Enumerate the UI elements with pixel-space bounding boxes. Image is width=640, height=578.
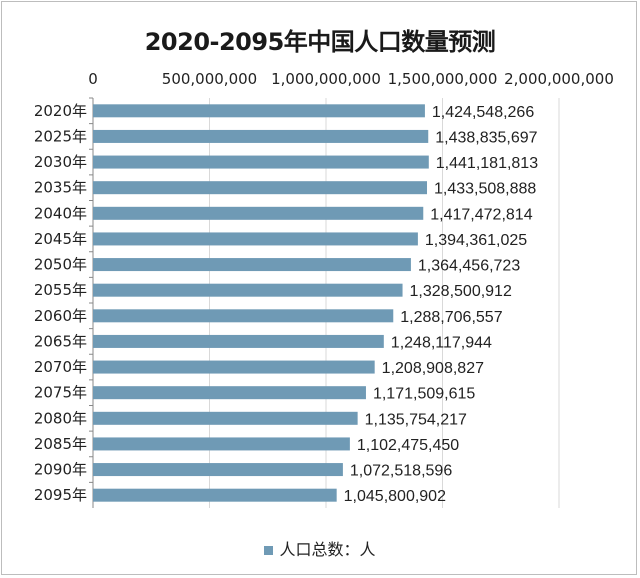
y-tick-label: 2035年 [34,179,87,197]
y-tick-label: 2040年 [34,204,87,222]
x-tick-label: 2,000,000,000 [504,70,614,88]
bar [93,129,429,143]
bar [93,463,343,477]
legend-swatch [264,546,274,555]
legend-label: 人口总数：人 [279,540,376,559]
x-tick-label: 1,500,000,000 [388,70,498,88]
data-label: 1,433,508,888 [434,181,536,198]
y-tick-label: 2025年 [34,127,87,145]
y-tick-label: 2080年 [34,409,87,427]
y-tick-label: 2070年 [34,358,87,376]
x-tick-label: 0 [88,70,98,88]
bar [93,283,403,297]
data-label: 1,328,500,912 [410,283,512,300]
bar [93,155,429,169]
y-tick-label: 2020年 [34,102,87,120]
data-label: 1,288,706,557 [400,309,502,326]
y-tick-label: 2095年 [34,486,87,504]
chart-title: 2020-2095年中国人口数量预测 [144,28,496,56]
y-tick-label: 2055年 [34,281,87,299]
bar [93,386,366,400]
bar [93,488,337,502]
data-label: 1,171,509,615 [373,386,475,403]
y-tick-label: 2075年 [34,384,87,402]
data-label: 1,364,456,723 [418,258,520,275]
y-tick-label: 2030年 [34,153,87,171]
bar [93,334,384,348]
data-label: 1,248,117,944 [391,334,492,351]
bar [93,232,418,246]
data-label: 1,438,835,697 [435,129,537,146]
data-label: 1,045,800,902 [344,488,446,505]
bar [93,437,350,451]
data-label: 1,394,361,025 [425,232,527,249]
data-label: 1,072,518,596 [350,463,452,480]
data-label: 1,102,475,450 [357,437,459,454]
data-label: 1,208,908,827 [382,360,484,377]
y-tick-label: 2090年 [34,461,87,479]
data-label: 1,135,754,217 [365,411,467,428]
bar [93,104,425,118]
data-label: 1,417,472,814 [430,206,532,223]
bar [93,309,394,323]
bar [93,206,424,220]
bar [93,360,375,374]
y-tick-label: 2045年 [34,230,87,248]
y-tick-label: 2050年 [34,256,87,274]
data-label: 1,424,548,266 [432,104,534,121]
data-label: 1,441,181,813 [436,155,538,172]
bar [93,181,428,195]
bar [93,258,411,272]
y-tick-label: 2060年 [34,307,87,325]
x-tick-label: 500,000,000 [162,70,257,88]
bar [93,411,358,425]
legend: 人口总数：人 [0,536,640,560]
y-tick-label: 2065年 [34,332,87,350]
y-tick-label: 2085年 [34,435,87,453]
x-tick-label: 1,000,000,000 [271,70,381,88]
